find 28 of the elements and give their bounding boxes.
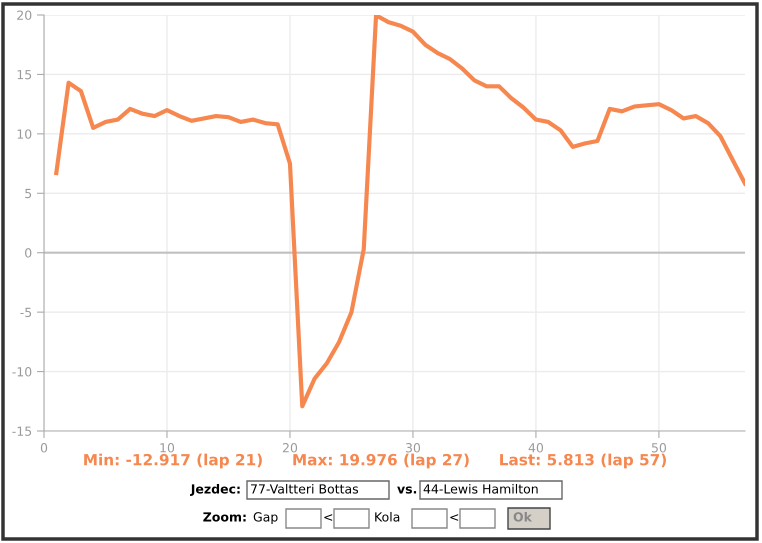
text: Kola xyxy=(375,512,400,522)
text: Max: 19.976 (lap 27) xyxy=(293,454,469,468)
y-tick-label: 5 xyxy=(25,188,32,198)
text: 44-Lewis Hamilton xyxy=(424,484,538,494)
x-tick-label: 50 xyxy=(652,443,666,452)
x-tick-label: 40 xyxy=(528,443,544,452)
text: vs. xyxy=(397,486,416,494)
x-tick-label: 20 xyxy=(282,443,298,452)
y-tick-label: -10 xyxy=(12,367,32,376)
x-tick-label: 0 xyxy=(40,443,48,452)
text: Last: 5.813 (lap 57) xyxy=(500,454,666,468)
text: < xyxy=(450,514,458,521)
text: Zoom: xyxy=(203,512,246,522)
text: Min: -12.917 (lap 21) xyxy=(84,454,262,468)
text: Gap xyxy=(254,512,278,524)
x-tick-label: 10 xyxy=(160,443,174,452)
y-tick-label: 15 xyxy=(18,70,32,80)
text: < xyxy=(324,514,332,521)
y-tick-label: -5 xyxy=(20,308,32,318)
y-tick-label: 0 xyxy=(25,248,32,258)
y-tick-label: 20 xyxy=(17,10,32,20)
line-series xyxy=(54,15,745,408)
text: Jezdec: xyxy=(190,484,240,496)
text: 77-Valtteri Bottas xyxy=(251,484,358,494)
text: Ok xyxy=(514,512,532,522)
y-tick-label: 10 xyxy=(18,129,32,139)
y-tick-label: -15 xyxy=(12,426,32,436)
x-tick-label: 30 xyxy=(406,443,420,452)
